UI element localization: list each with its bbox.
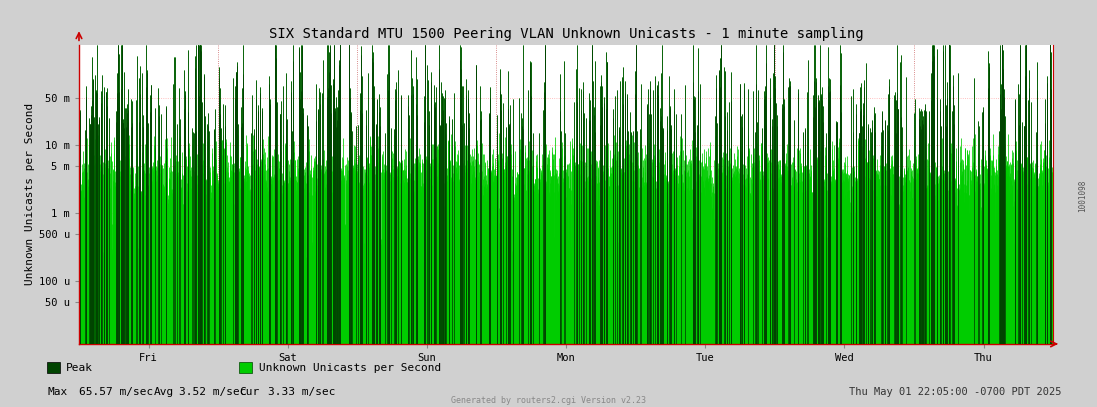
Text: Max: Max [47, 387, 67, 396]
Text: Thu May 01 22:05:00 -0700 PDT 2025: Thu May 01 22:05:00 -0700 PDT 2025 [849, 387, 1062, 396]
Text: 65.57 m/sec: 65.57 m/sec [79, 387, 154, 396]
Text: Avg: Avg [154, 387, 173, 396]
Text: Unknown Unicasts per Second: Unknown Unicasts per Second [259, 363, 441, 372]
Y-axis label: Unknown Unicasts per Second: Unknown Unicasts per Second [24, 103, 34, 285]
Text: Peak: Peak [66, 363, 93, 372]
Text: 3.33 m/sec: 3.33 m/sec [268, 387, 336, 396]
Text: Generated by routers2.cgi Version v2.23: Generated by routers2.cgi Version v2.23 [451, 396, 646, 405]
Title: SIX Standard MTU 1500 Peering VLAN Unknown Unicasts - 1 minute sampling: SIX Standard MTU 1500 Peering VLAN Unkno… [269, 27, 863, 41]
Text: 1001098: 1001098 [1078, 179, 1087, 212]
Text: 3.52 m/sec: 3.52 m/sec [179, 387, 247, 396]
Text: Cur: Cur [239, 387, 259, 396]
